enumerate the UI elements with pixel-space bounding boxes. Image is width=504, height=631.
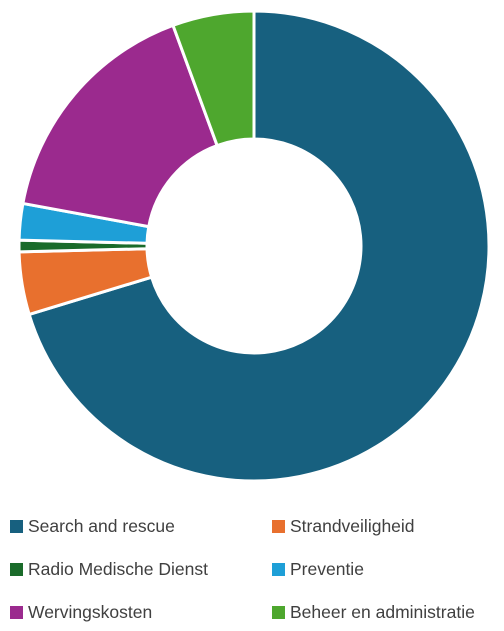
- legend-label: Radio Medische Dienst: [28, 558, 208, 579]
- legend-swatch: [272, 605, 285, 619]
- donut-chart: [17, 9, 491, 483]
- legend-swatch: [272, 519, 285, 533]
- legend-label: Search and rescue: [28, 515, 175, 536]
- legend-swatch: [10, 605, 23, 619]
- chart-legend: Search and rescue Strandveiligheid Radio…: [10, 512, 504, 626]
- legend-swatch: [272, 562, 285, 576]
- legend-label: Wervingskosten: [28, 601, 153, 622]
- donut-slice-wervingskosten: [21, 23, 219, 229]
- donut-slice-search-and-rescue: [27, 9, 491, 483]
- legend-item-preventie: Preventie: [272, 555, 504, 583]
- legend-label: Strandveiligheid: [290, 515, 415, 536]
- legend-item-search-and-rescue: Search and rescue: [10, 512, 272, 540]
- legend-item-strandveiligheid: Strandveiligheid: [272, 512, 504, 540]
- legend-label: Beheer en administratie: [290, 601, 475, 622]
- legend-item-radio-medische-dienst: Radio Medische Dienst: [10, 555, 272, 583]
- legend-label: Preventie: [290, 558, 364, 579]
- legend-item-beheer-en-administratie: Beheer en administratie: [272, 598, 504, 626]
- legend-item-wervingskosten: Wervingskosten: [10, 598, 272, 626]
- legend-swatch: [10, 519, 23, 533]
- legend-swatch: [10, 562, 23, 576]
- donut-slice-beheer-en-administratie: [171, 9, 256, 148]
